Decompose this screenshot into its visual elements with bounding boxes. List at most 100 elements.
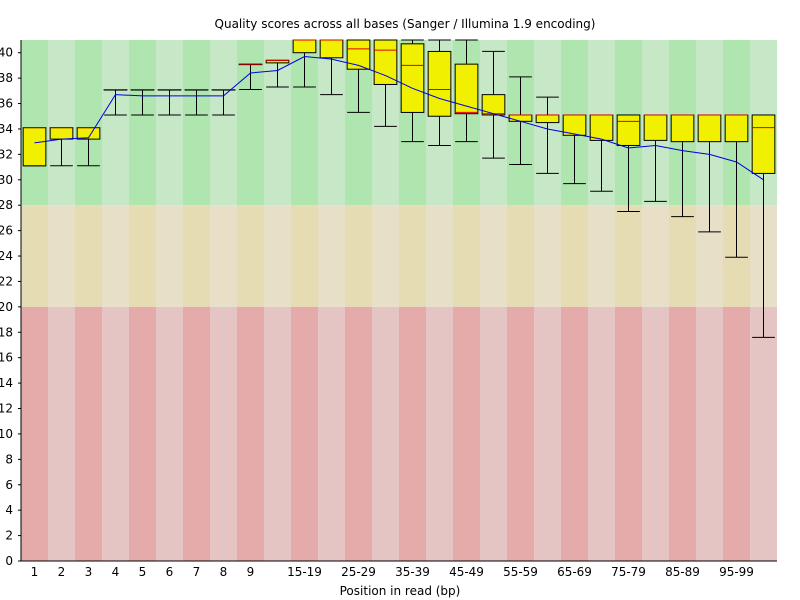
- box-60-64: [535, 96, 560, 174]
- iqr-box: [319, 39, 344, 59]
- zone-poor-band: [75, 306, 102, 561]
- iqr-box: [49, 127, 74, 140]
- zone-reasonable-band: [129, 205, 156, 307]
- zone-poor-band: [102, 306, 129, 561]
- zone-poor-band: [426, 306, 453, 561]
- zone-good-band: [210, 40, 237, 206]
- iqr-box: [427, 50, 452, 117]
- iqr-box: [670, 114, 695, 143]
- zone-good-band: [102, 40, 129, 206]
- zone-poor-band: [642, 306, 669, 561]
- box-90-94: [697, 114, 722, 233]
- box-35-39: [400, 39, 425, 143]
- box-85-89: [670, 114, 695, 218]
- zone-reasonable-band: [183, 205, 210, 307]
- box-70-74: [589, 114, 614, 192]
- iqr-box: [346, 39, 371, 70]
- y-tick-label: 16: [0, 351, 13, 365]
- y-tick-label: 0: [5, 554, 13, 568]
- x-tick-label: 5: [139, 565, 147, 579]
- zone-poor-band: [210, 306, 237, 561]
- y-tick-label: 2: [5, 529, 13, 543]
- zone-poor-band: [588, 306, 615, 561]
- zone-poor-band: [291, 306, 318, 561]
- y-tick-label: 28: [0, 198, 13, 212]
- y-tick-label: 34: [0, 122, 13, 136]
- box-25-29: [346, 39, 371, 113]
- iqr-box: [616, 114, 641, 146]
- zone-reasonable-band: [21, 205, 48, 307]
- box-5: [130, 89, 155, 116]
- y-tick-label: 36: [0, 97, 13, 111]
- box-6: [157, 89, 182, 116]
- iqr-box: [697, 114, 722, 143]
- zone-reasonable-band: [75, 205, 102, 307]
- y-tick-label: 40: [0, 46, 13, 60]
- zone-reasonable-band: [318, 205, 345, 307]
- x-tick-label: 6: [166, 565, 174, 579]
- zone-reasonable-band: [291, 205, 318, 307]
- box-10-14: [265, 59, 290, 88]
- zone-poor-band: [183, 306, 210, 561]
- box-65-69: [562, 114, 587, 185]
- zone-poor-band: [669, 306, 696, 561]
- zone-reasonable-band: [345, 205, 372, 307]
- zone-reasonable-band: [264, 205, 291, 307]
- y-tick-label: 18: [0, 325, 13, 339]
- box-1: [22, 127, 47, 167]
- y-tick-label: 14: [0, 376, 13, 390]
- box-8: [211, 89, 236, 116]
- box-100-101: [751, 114, 776, 338]
- zone-poor-band: [723, 306, 750, 561]
- y-tick-label: 26: [0, 224, 13, 238]
- x-tick-label: 95-99: [719, 565, 754, 579]
- zone-poor-band: [264, 306, 291, 561]
- zone-poor-band: [399, 306, 426, 561]
- box-3: [76, 127, 101, 167]
- iqr-box: [292, 39, 317, 54]
- zone-reasonable-band: [399, 205, 426, 307]
- iqr-box: [535, 114, 560, 124]
- zone-poor-band: [345, 306, 372, 561]
- x-tick-label: 45-49: [449, 565, 484, 579]
- y-tick-label: 20: [0, 300, 13, 314]
- zone-poor-band: [480, 306, 507, 561]
- y-tick-label: 4: [5, 503, 13, 517]
- zone-reasonable-band: [210, 205, 237, 307]
- zone-poor-band: [48, 306, 75, 561]
- box-95-99: [724, 114, 749, 258]
- zone-poor-band: [561, 306, 588, 561]
- iqr-box: [400, 43, 425, 113]
- zone-poor-band: [453, 306, 480, 561]
- zone-reasonable-band: [237, 205, 264, 307]
- zone-poor-band: [615, 306, 642, 561]
- quality-zones: [21, 40, 777, 561]
- y-tick-label: 22: [0, 274, 13, 288]
- zone-reasonable-band: [561, 205, 588, 307]
- zone-reasonable-band: [156, 205, 183, 307]
- zone-good-band: [183, 40, 210, 206]
- zone-good-band: [129, 40, 156, 206]
- iqr-box: [373, 39, 398, 85]
- y-tick-label: 6: [5, 478, 13, 492]
- x-tick-label: 2: [58, 565, 66, 579]
- x-tick-label: 85-89: [665, 565, 700, 579]
- y-tick-label: 10: [0, 427, 13, 441]
- zone-reasonable-band: [588, 205, 615, 307]
- zone-reasonable-band: [669, 205, 696, 307]
- iqr-box: [751, 114, 776, 174]
- zone-poor-band: [750, 306, 777, 561]
- x-axis-label: Position in read (bp): [340, 584, 461, 598]
- iqr-box: [481, 94, 506, 116]
- zone-poor-band: [237, 306, 264, 561]
- box-7: [184, 89, 209, 116]
- zone-reasonable-band: [453, 205, 480, 307]
- zone-reasonable-band: [102, 205, 129, 307]
- x-tick-label: 55-59: [503, 565, 538, 579]
- x-tick-label: 4: [112, 565, 120, 579]
- zone-poor-band: [507, 306, 534, 561]
- x-tick-label: 75-79: [611, 565, 646, 579]
